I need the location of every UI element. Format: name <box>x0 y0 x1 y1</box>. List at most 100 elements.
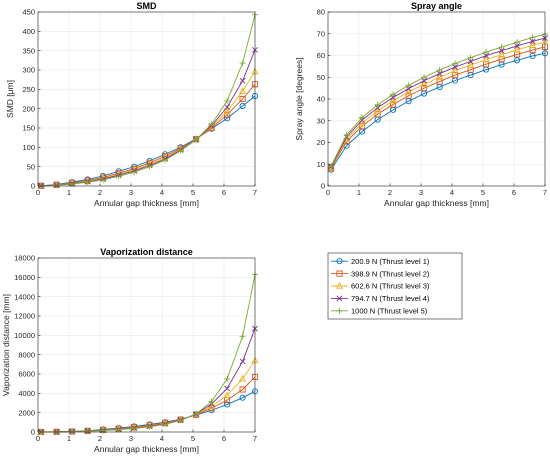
spray-angle-data-point <box>467 54 474 61</box>
legend-entry-5: 1000 N (Thrust level 5) <box>331 307 428 316</box>
spray-angle-data-point <box>467 58 474 65</box>
spray-angle-x-tick-label: 2 <box>388 188 392 197</box>
spray-angle-x-axis-label: Annular gap thickness [mm] <box>384 198 489 208</box>
legend-label: 200.9 N (Thrust level 1) <box>351 257 430 266</box>
vaporization-distance-x-tick-label: 3 <box>129 434 133 443</box>
smd-data-point <box>224 104 231 111</box>
smd-y-tick-label: 450 <box>22 8 35 17</box>
spray-angle-data-point <box>452 60 459 67</box>
spray-angle-y-tick-label: 0 <box>321 182 325 191</box>
smd-data-point <box>239 95 246 103</box>
spray-angle-series-line <box>330 41 546 168</box>
vaporization-distance-data-point <box>131 425 138 432</box>
spray-angle-y-tick-label: 80 <box>317 8 325 17</box>
smd-y-tick-label: 300 <box>22 66 35 75</box>
spray-angle-title: Spray angle <box>411 1 462 11</box>
smd-y-tick-label: 250 <box>22 85 35 94</box>
spray-angle-data-point <box>513 45 521 53</box>
legend-entry-2: 398.9 N (Thrust level 2) <box>331 269 430 278</box>
legend-entry-4: 794.7 N (Thrust level 4) <box>331 294 430 303</box>
spray-angle-data-point <box>421 74 428 81</box>
vaporization-distance-data-point <box>224 401 231 408</box>
spray-angle-data-point <box>498 44 505 51</box>
smd-series-line <box>41 84 256 187</box>
spray-angle-data-point <box>483 52 490 59</box>
spray-angle-y-tick-label: 60 <box>317 51 325 60</box>
spray-angle-data-point <box>390 91 397 98</box>
spray-angle-data-point <box>343 131 350 138</box>
vaporization-distance-y-tick-label: 18000 <box>14 254 35 263</box>
smd-x-tick-label: 0 <box>36 188 40 197</box>
spray-angle-data-point <box>374 107 382 114</box>
vaporization-distance-x-tick-label: 4 <box>160 434 164 443</box>
spray-angle-data-point <box>436 67 443 74</box>
spray-angle-y-tick-label: 10 <box>317 160 325 169</box>
spray-angle-data-point <box>529 52 536 59</box>
legend-marker <box>336 258 343 265</box>
smd-y-tick-label: 150 <box>22 124 35 133</box>
smd-data-point <box>131 169 138 176</box>
vaporization-distance-x-tick-label: 0 <box>36 434 40 443</box>
spray-angle-data-point <box>482 55 490 63</box>
vaporization-distance-plot: 0 1 2 3 4 5 6 7 0 2000 4000 6000 8000 10000 12000 14000… <box>1 247 259 454</box>
spray-angle-x-tick-label: 4 <box>450 188 454 197</box>
spray-angle-data-point <box>436 73 444 80</box>
vaporization-distance-data-point <box>146 423 153 430</box>
smd-y-tick-label: 400 <box>22 27 35 36</box>
vaporization-distance-data-point <box>239 358 246 365</box>
spray-angle-y-tick-label: 40 <box>317 95 325 104</box>
smd-data-point <box>239 102 246 110</box>
smd-x-tick-label: 6 <box>222 188 226 197</box>
spray-angle-data-point <box>529 38 536 45</box>
spray-angle-y-tick-label: 50 <box>317 73 325 82</box>
smd-plot: 0 1 2 3 4 5 6 7 0 50 100 150 200 250 300 350 400 450 SMD An… <box>5 1 259 208</box>
vaporization-distance-data-point <box>239 386 246 393</box>
spray-angle-x-tick-label: 0 <box>326 188 330 197</box>
spray-angle-y-tick-label: 70 <box>317 29 325 38</box>
spray-angle-data-point <box>451 66 459 74</box>
spray-angle-data-point <box>405 87 413 95</box>
spray-angle-x-tick-label: 5 <box>481 188 485 197</box>
smd-data-point <box>239 87 247 94</box>
spray-angle-y-tick-label: 20 <box>317 138 325 147</box>
vaporization-distance-data-point <box>193 410 200 417</box>
vaporization-distance-y-tick-label: 8000 <box>18 350 35 359</box>
spray-angle-data-point <box>529 34 536 41</box>
smd-data-point <box>193 136 200 143</box>
spray-angle-series-line <box>330 52 546 170</box>
legend-label: 602.6 N (Thrust level 3) <box>351 282 430 291</box>
smd-axes-background <box>38 12 255 186</box>
legend-box <box>327 252 463 320</box>
vaporization-distance-data-point <box>177 417 184 424</box>
smd-data-point <box>224 111 231 118</box>
spray-angle-series-line <box>330 46 546 169</box>
spray-angle-data-point <box>374 101 381 108</box>
spray-angle-y-tick-label: 30 <box>317 116 325 125</box>
vaporization-distance-data-point <box>239 333 246 340</box>
smd-data-point <box>239 60 246 67</box>
smd-x-tick-label: 2 <box>98 188 102 197</box>
vaporization-distance-y-tick-label: 10000 <box>14 331 35 340</box>
legend-marker <box>335 282 344 289</box>
vaporization-distance-axes-box <box>37 257 256 433</box>
smd-axes-box <box>37 11 256 187</box>
spray-angle-data-point <box>374 111 381 118</box>
legend-label: 794.7 N (Thrust level 4) <box>351 294 430 303</box>
vaporization-distance-y-tick-label: 0 <box>31 428 35 437</box>
smd-data-point <box>224 97 231 104</box>
vaporization-distance-data-point <box>208 398 215 405</box>
smd-x-tick-label: 1 <box>67 188 71 197</box>
spray-angle-data-point <box>483 49 490 56</box>
smd-data-point <box>84 179 91 186</box>
legend-label: 1000 N (Thrust level 5) <box>351 307 428 316</box>
spray-angle-data-point <box>452 72 459 79</box>
smd-data-point <box>223 107 231 115</box>
spray-angle-data-point <box>359 114 366 121</box>
vaporization-distance-y-tick-label: 12000 <box>14 312 35 321</box>
smd-data-point <box>53 182 60 189</box>
legend-entry-1: 200.9 N (Thrust level 1) <box>331 257 430 266</box>
spray-angle-data-point <box>421 85 428 92</box>
legend-entry-3: 602.6 N (Thrust level 3) <box>331 282 430 291</box>
smd-data-point <box>146 163 153 170</box>
